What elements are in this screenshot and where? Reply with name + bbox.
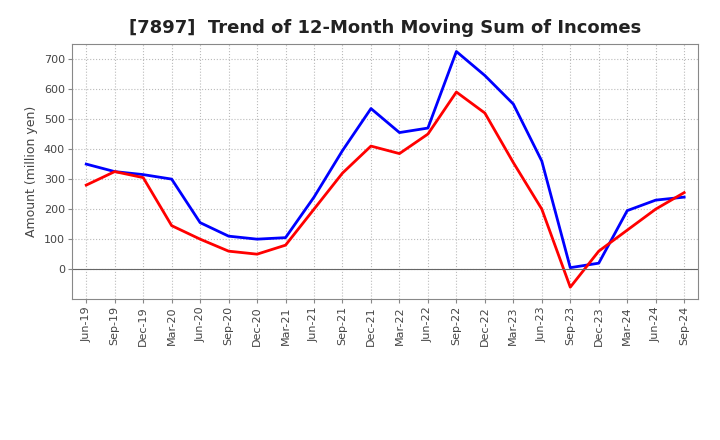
Net Income [338,170,347,176]
Net Income [225,249,233,254]
Y-axis label: Amount (million yen): Amount (million yen) [25,106,38,237]
Net Income [310,206,318,212]
Ordinary Income [139,172,148,177]
Net Income [452,89,461,95]
Ordinary Income [110,169,119,174]
Net Income [680,190,688,195]
Ordinary Income [167,176,176,182]
Net Income [566,285,575,290]
Title: [7897]  Trend of 12-Month Moving Sum of Incomes: [7897] Trend of 12-Month Moving Sum of I… [129,19,642,37]
Net Income [623,227,631,233]
Ordinary Income [366,106,375,111]
Net Income [395,151,404,156]
Ordinary Income [82,161,91,167]
Ordinary Income [196,220,204,225]
Net Income [366,143,375,149]
Ordinary Income [338,148,347,153]
Net Income [196,237,204,242]
Net Income [652,206,660,212]
Ordinary Income [680,194,688,200]
Ordinary Income [310,194,318,200]
Ordinary Income [395,130,404,135]
Ordinary Income [282,235,290,240]
Ordinary Income [509,101,518,106]
Net Income [253,252,261,257]
Ordinary Income [423,125,432,131]
Net Income [537,206,546,212]
Ordinary Income [537,158,546,164]
Ordinary Income [225,234,233,239]
Ordinary Income [480,73,489,78]
Net Income [423,132,432,137]
Net Income [509,160,518,165]
Net Income [282,242,290,248]
Net Income [167,223,176,228]
Ordinary Income [253,237,261,242]
Net Income [139,175,148,180]
Ordinary Income [652,198,660,203]
Ordinary Income [452,49,461,54]
Net Income [82,183,91,188]
Line: Ordinary Income: Ordinary Income [86,51,684,268]
Legend: Ordinary Income, Net Income: Ordinary Income, Net Income [225,439,545,440]
Line: Net Income: Net Income [86,92,684,287]
Net Income [595,249,603,254]
Ordinary Income [595,260,603,266]
Net Income [110,169,119,174]
Ordinary Income [623,208,631,213]
Ordinary Income [566,265,575,270]
Net Income [480,110,489,116]
